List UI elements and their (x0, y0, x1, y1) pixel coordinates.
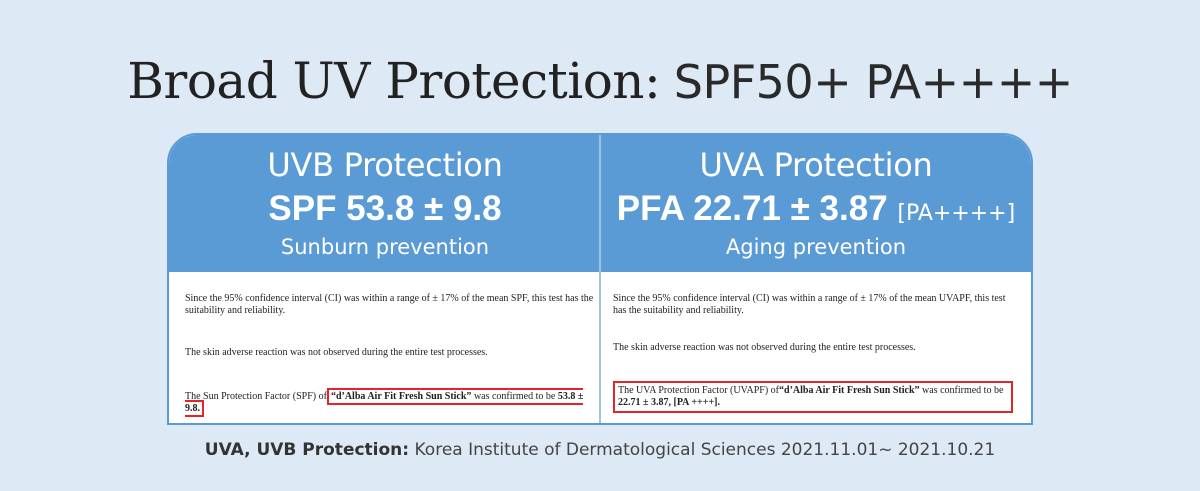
uvb-report-p2: The skin adverse reaction was not observ… (185, 347, 488, 358)
uvb-header: UVB Protection SPF 53.8 ± 9.8 Sunburn pr… (169, 135, 601, 272)
uvb-p3-product: “d’Alba Air Fit Fresh Sun Stick” (330, 391, 472, 402)
uvb-report-p1: Since the 95% confidence interval (CI) w… (185, 293, 594, 316)
source-footer: UVA, UVB Protection: Korea Institute of … (0, 440, 1200, 460)
uvb-report-p3: The Sun Protection Factor (SPF) of “d’Alb… (185, 388, 595, 417)
uva-p3-product: “d’Alba Air Fit Fresh Sun Stick” (779, 385, 920, 396)
uva-report-p3: The UVA Protection Factor (UVAPF) of“d’A… (613, 381, 1013, 413)
uvb-column: UVB Protection SPF 53.8 ± 9.8 Sunburn pr… (169, 135, 601, 423)
footer-text: Korea Institute of Dermatological Scienc… (409, 440, 996, 460)
uva-p3-mid: was confirmed to be (919, 385, 1004, 396)
uva-header: UVA Protection PFA 22.71 ± 3.87 [PA++++]… (601, 135, 1031, 272)
title-rating: SPF50+ PA++++ (673, 55, 1074, 109)
uvb-title: UVB Protection (267, 146, 503, 184)
uva-report-p2: The skin adverse reaction was not observ… (613, 342, 916, 353)
uva-value: PFA 22.71 ± 3.87 (616, 189, 888, 228)
uvb-subtitle: Sunburn prevention (280, 235, 490, 259)
uva-subtitle: Aging prevention (725, 235, 907, 259)
uva-column: UVA Protection PFA 22.71 ± 3.87 [PA++++]… (601, 135, 1031, 423)
uva-title: UVA Protection (699, 146, 933, 184)
page-title: Broad UV Protection: SPF50+ PA++++ (0, 52, 1200, 110)
uva-test-report: Since the 95% confidence interval (CI) w… (601, 272, 1031, 423)
uva-report-p1: Since the 95% confidence interval (CI) w… (613, 293, 1006, 316)
footer-label: UVA, UVB Protection: (204, 440, 410, 460)
uva-grade-tag: [PA++++] (897, 201, 1016, 226)
column-divider (599, 135, 601, 423)
uvb-p3-pre: The Sun Protection Factor (SPF) of (185, 391, 327, 402)
uva-p3-value: 22.71 ± 3.87, [PA ++++]. (618, 397, 720, 408)
uvb-test-report: Since the 95% confidence interval (CI) w… (169, 272, 601, 423)
uva-value-line: PFA 22.71 ± 3.87 [PA++++] (601, 189, 1031, 229)
title-lead: Broad UV Protection: (127, 52, 661, 110)
uva-p3-pre: The UVA Protection Factor (UVAPF) of (618, 385, 780, 396)
uvb-result-highlight: “d’Alba Air Fit Fresh Sun Stick” was con… (185, 388, 584, 417)
protection-panel: UVB Protection SPF 53.8 ± 9.8 Sunburn pr… (167, 133, 1033, 425)
uvb-value: SPF 53.8 ± 9.8 (268, 189, 502, 228)
uvb-p3-mid: was confirmed to be (471, 391, 558, 402)
uvb-p3-value: 53.8 ± 9.8. (185, 391, 584, 414)
